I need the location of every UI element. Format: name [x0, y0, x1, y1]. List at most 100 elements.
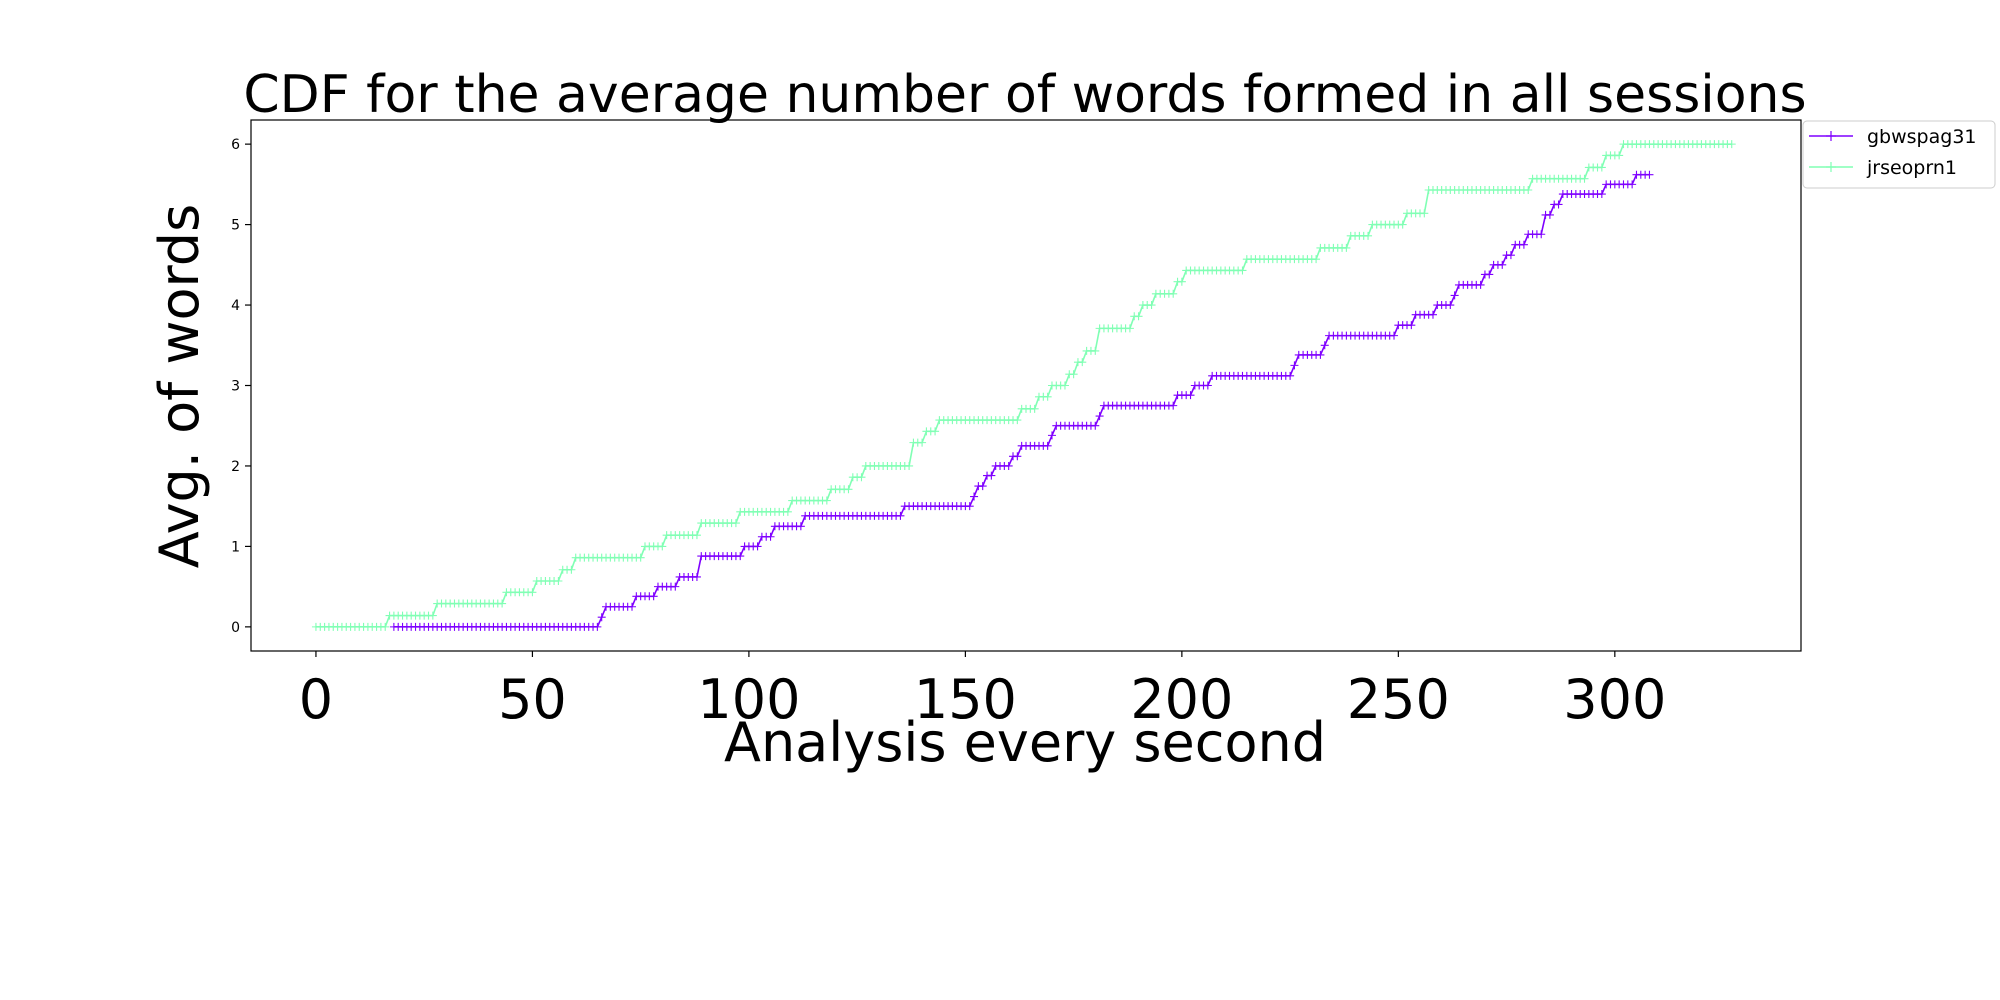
data-point-marker — [1537, 230, 1546, 239]
data-point-marker — [1446, 301, 1455, 310]
plot-area — [311, 140, 1736, 631]
data-point-marker — [1147, 301, 1156, 310]
data-point-marker — [528, 588, 537, 597]
data-point-marker — [736, 552, 745, 561]
data-point-marker — [1004, 461, 1013, 470]
data-point-marker — [978, 482, 987, 491]
series-markers-jrseoprn1 — [311, 140, 1736, 631]
data-point-marker — [783, 507, 792, 516]
data-point-marker — [1364, 231, 1373, 240]
series-markers-gbwspag31 — [389, 170, 1654, 631]
x-tick-label: 250 — [1347, 668, 1450, 731]
x-tick-label: 200 — [1130, 668, 1233, 731]
data-point-marker — [1545, 210, 1554, 219]
data-point-marker — [1169, 289, 1178, 298]
data-point-marker — [1095, 412, 1104, 421]
y-axis: 0 1 2 3 4 5 6 — [231, 137, 251, 636]
data-point-marker — [1342, 243, 1351, 252]
series-jrseoprn1 — [311, 140, 1736, 631]
data-point-marker — [1597, 163, 1606, 172]
data-point-marker — [905, 461, 914, 470]
data-point-marker — [1238, 266, 1247, 275]
x-axis: 0 50 100 150 200 250 300 — [299, 651, 1666, 731]
x-tick-label: 300 — [1563, 668, 1666, 731]
y-tick-label: 5 — [231, 218, 240, 234]
legend-entry-jrseoprn1: jrseoprn1 — [1809, 157, 1957, 179]
y-tick-label: 4 — [231, 298, 240, 314]
data-point-marker — [1312, 255, 1321, 264]
series-gbwspag31 — [389, 170, 1654, 631]
data-point-marker — [1186, 391, 1195, 400]
data-point-marker — [593, 622, 602, 631]
legend-label: gbwspag31 — [1867, 126, 1977, 148]
data-point-marker — [636, 553, 645, 562]
y-tick-label: 2 — [231, 459, 240, 475]
data-point-marker — [1519, 240, 1528, 249]
legend-entry-gbwspag31: gbwspag31 — [1809, 126, 1977, 148]
data-point-marker — [1450, 291, 1459, 300]
data-point-marker — [498, 599, 507, 608]
data-point-marker — [628, 602, 637, 611]
data-point-marker — [731, 519, 740, 528]
x-tick-label: 50 — [498, 668, 567, 731]
data-point-marker — [1628, 180, 1637, 189]
data-point-marker — [692, 572, 701, 581]
data-point-marker — [692, 531, 701, 540]
data-point-marker — [1727, 140, 1736, 149]
legend-label: jrseoprn1 — [1866, 157, 1957, 179]
data-point-marker — [987, 471, 996, 480]
data-point-marker — [1078, 358, 1087, 367]
data-point-marker — [1320, 341, 1329, 350]
data-point-marker — [766, 532, 775, 541]
data-point-marker — [1169, 401, 1178, 410]
data-point-marker — [1286, 371, 1295, 380]
legend-box — [1802, 120, 1996, 189]
data-point-marker — [1615, 151, 1624, 160]
data-point-marker — [1013, 452, 1022, 461]
chart-title: CDF for the average number of words form… — [243, 65, 1806, 125]
data-point-marker — [1013, 416, 1022, 425]
data-point-marker — [1580, 174, 1589, 183]
data-point-marker — [896, 511, 905, 520]
x-tick-label: 150 — [914, 668, 1017, 731]
data-point-marker — [1047, 431, 1056, 440]
data-point-marker — [753, 542, 762, 551]
y-tick-label: 0 — [231, 620, 240, 636]
data-point-marker — [857, 473, 866, 482]
y-tick-label: 3 — [231, 379, 240, 395]
data-point-marker — [567, 565, 576, 574]
data-point-marker — [1125, 324, 1134, 333]
data-point-marker — [918, 438, 927, 447]
data-point-marker — [1290, 361, 1299, 370]
legend-swatch-marker — [1826, 162, 1836, 172]
data-point-marker — [381, 622, 390, 631]
data-point-marker — [1476, 280, 1485, 289]
x-tick-label: 100 — [697, 668, 800, 731]
data-point-marker — [671, 582, 680, 591]
data-point-marker — [844, 485, 853, 494]
data-point-marker — [554, 577, 563, 586]
y-tick-label: 1 — [231, 539, 240, 555]
y-axis-label: Avg. of words — [148, 204, 211, 568]
data-point-marker — [1407, 321, 1416, 330]
data-point-marker — [1524, 185, 1533, 194]
data-point-marker — [1030, 404, 1039, 413]
data-point-marker — [1420, 209, 1429, 218]
data-point-marker — [1069, 370, 1078, 379]
legend-swatch-marker — [1826, 131, 1836, 141]
data-point-marker — [796, 522, 805, 531]
data-point-marker — [1485, 270, 1494, 279]
data-point-marker — [1428, 310, 1437, 319]
data-point-marker — [1134, 312, 1143, 321]
data-point-marker — [1554, 200, 1563, 209]
data-point-marker — [822, 496, 831, 505]
data-point-marker — [970, 492, 979, 501]
data-point-marker — [1390, 331, 1399, 340]
data-point-marker — [1645, 170, 1654, 179]
data-point-marker — [1316, 350, 1325, 359]
data-point-marker — [965, 502, 974, 511]
data-point-marker — [1043, 441, 1052, 450]
data-point-marker — [1043, 392, 1052, 401]
